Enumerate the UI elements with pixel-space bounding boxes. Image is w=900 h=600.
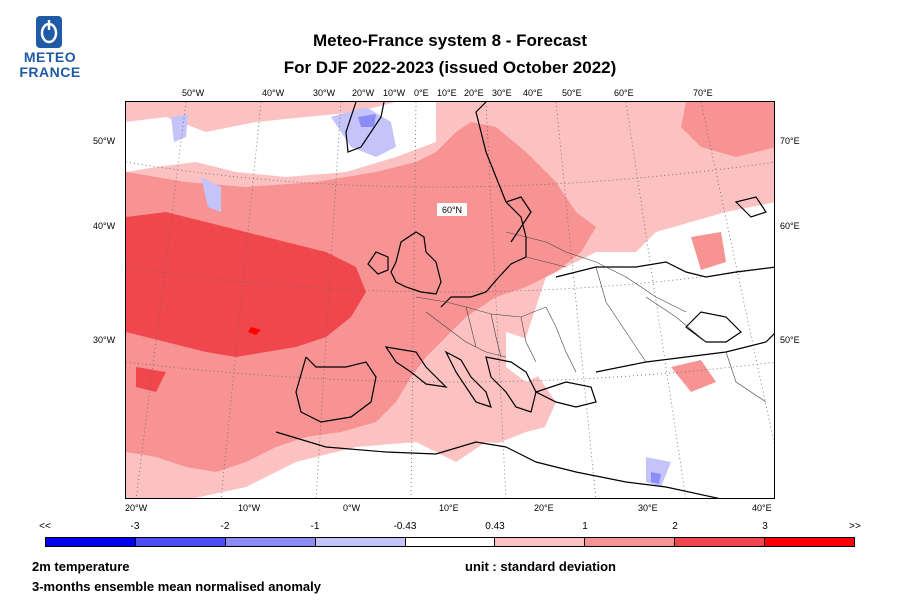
- legend-cell: [315, 538, 406, 546]
- coastlines: [275, 102, 774, 498]
- legend-label: 0.43: [485, 521, 505, 532]
- legend-label: 3: [762, 521, 768, 532]
- legend-label: -0.43: [393, 521, 417, 532]
- bottom-lon-label: 0°W: [343, 503, 361, 513]
- top-lon-label: 10°E: [437, 88, 457, 98]
- top-lon-label: 40°E: [523, 88, 543, 98]
- bottom-lon-label: 30°E: [638, 503, 658, 513]
- country-borders: [415, 231, 767, 403]
- graticule: [126, 102, 774, 498]
- legend-cell: [405, 538, 496, 546]
- right-lon-label: 50°E: [780, 335, 800, 345]
- chart-subtitle: For DJF 2022-2023 (issued October 2022): [283, 58, 617, 77]
- anomaly-area-negative: [201, 177, 221, 212]
- legend-label: -1: [310, 521, 320, 532]
- top-lon-label: 30°E: [492, 88, 512, 98]
- anomaly-area-strong: [136, 367, 166, 392]
- left-lon-label: 30°W: [93, 335, 116, 345]
- top-lon-label: 50°E: [562, 88, 582, 98]
- legend-cell: [46, 538, 136, 546]
- legend-cell: [495, 538, 586, 546]
- chart-title: Meteo-France system 8 - Forecast: [313, 31, 587, 50]
- unit-label: unit : standard deviation: [465, 559, 616, 574]
- legend-label: -3: [130, 521, 140, 532]
- legend-cell: [135, 538, 226, 546]
- top-lon-label: 60°E: [614, 88, 634, 98]
- anomaly-area-neutral: [456, 412, 684, 498]
- top-lon-label: 50°W: [182, 88, 205, 98]
- parallel-label: 60°N: [442, 205, 462, 215]
- anomaly-map: 60°N: [125, 101, 775, 499]
- color-legend-bar: [45, 537, 855, 547]
- anomaly-area-medium: [671, 360, 716, 392]
- anomaly-area-strong: [126, 212, 366, 357]
- bottom-lon-label: 10°W: [238, 503, 261, 513]
- variable-name: 2m temperature: [32, 559, 130, 574]
- top-lon-label: 20°W: [352, 88, 375, 98]
- legend-label: >>: [849, 521, 861, 532]
- legend-label: -2: [220, 521, 230, 532]
- anomaly-area-medium: [681, 102, 774, 157]
- top-lon-label: 20°E: [464, 88, 484, 98]
- legend-cell: [765, 538, 855, 546]
- meteo-france-logo-icon: [36, 16, 62, 48]
- legend-cell: [585, 538, 676, 546]
- anomaly-area-neutral: [506, 332, 546, 382]
- left-lon-label: 50°W: [93, 136, 116, 146]
- anomaly-area-medium: [691, 232, 726, 270]
- top-lon-label: 10°W: [383, 88, 406, 98]
- left-lon-label: 40°W: [93, 221, 116, 231]
- top-lon-label: 70°E: [693, 88, 713, 98]
- anomaly-area-negative: [171, 114, 188, 142]
- right-lon-label: 60°E: [780, 221, 800, 231]
- top-lon-label: 30°W: [313, 88, 336, 98]
- legend-label: <<: [39, 521, 51, 532]
- legend-cell: [225, 538, 316, 546]
- top-lon-label: 40°W: [262, 88, 285, 98]
- logo-text-line2: FRANCE: [19, 64, 81, 80]
- anomaly-map-svg: 60°N: [126, 102, 774, 498]
- legend-cell: [675, 538, 766, 546]
- legend-label: 1: [582, 521, 588, 532]
- bottom-lon-label: 20°E: [534, 503, 554, 513]
- logo-text-line1: METEO: [23, 49, 77, 65]
- variable-description: 3-months ensemble mean normalised anomal…: [32, 579, 321, 594]
- bottom-lon-label: 20°W: [125, 503, 148, 513]
- legend-label: 2: [672, 521, 678, 532]
- parallel-label-box: [437, 203, 467, 216]
- anomaly-area-negative: [358, 114, 376, 127]
- top-lon-label: 0°E: [414, 88, 429, 98]
- anomaly-area-extreme: [248, 327, 261, 335]
- right-lon-label: 70°E: [780, 136, 800, 146]
- bottom-lon-label: 10°E: [439, 503, 459, 513]
- bottom-lon-label: 40°E: [752, 503, 772, 513]
- anomaly-area-negative: [651, 472, 661, 484]
- meteo-france-logo: METEO FRANCE: [14, 14, 86, 86]
